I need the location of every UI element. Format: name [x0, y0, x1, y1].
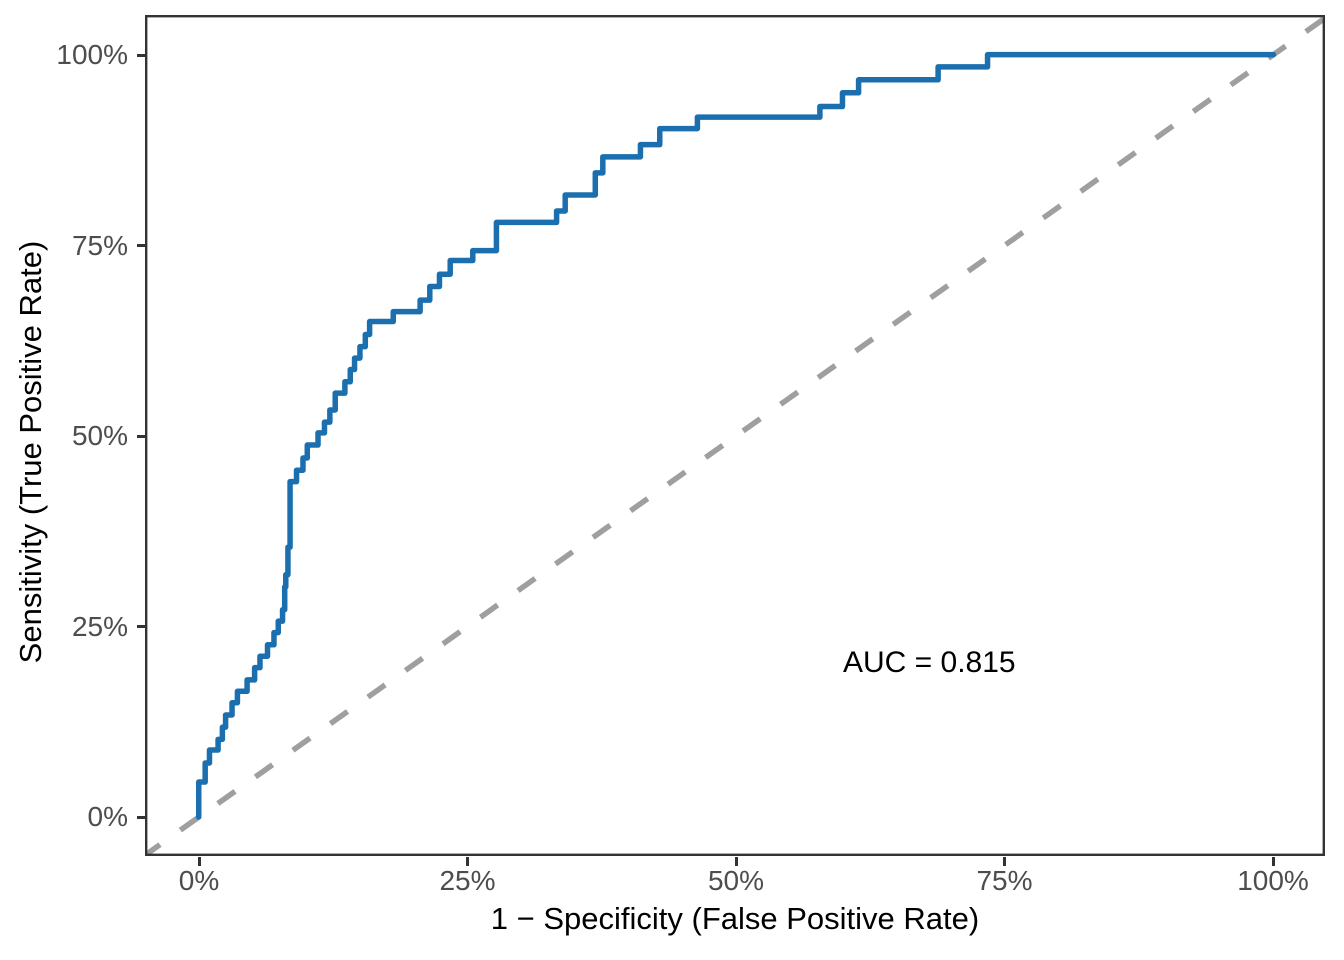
chance-line	[145, 15, 1325, 856]
y-tick-0	[136, 815, 145, 819]
x-tick-0	[197, 857, 201, 866]
x-tick-label-25: 25%	[439, 865, 496, 896]
y-tick-label-75: 75%	[71, 229, 128, 261]
auc-annotation: AUC = 0.815	[843, 646, 1016, 679]
y-tick-25	[136, 625, 145, 628]
x-tick-25	[466, 857, 469, 866]
x-tick-label-100: 100%	[1237, 865, 1309, 896]
x-tick-50	[734, 857, 738, 866]
roc-svg	[145, 15, 1325, 856]
y-tick-75	[136, 244, 145, 247]
plot-panel	[145, 15, 1325, 856]
x-axis-title: 1 − Specificity (False Positive Rate)	[490, 901, 980, 936]
x-tick-label-0: 0%	[178, 865, 220, 896]
y-tick-100	[136, 53, 145, 57]
roc-curve-line	[195, 51, 1277, 820]
y-tick-label-50: 50%	[71, 420, 128, 451]
x-tick-75	[1003, 857, 1006, 866]
y-tick-label-100: 100%	[56, 39, 128, 70]
x-tick-label-50: 50%	[707, 865, 765, 896]
y-tick-label-0: 0%	[87, 801, 128, 832]
panel-border	[145, 15, 1325, 856]
x-tick-100	[1271, 857, 1275, 866]
x-tick-label-75: 75%	[976, 865, 1033, 896]
y-tick-50	[136, 434, 145, 438]
y-axis-title: Sensitivity (True Positive Rate)	[13, 240, 48, 664]
y-tick-label-25: 25%	[71, 610, 128, 642]
